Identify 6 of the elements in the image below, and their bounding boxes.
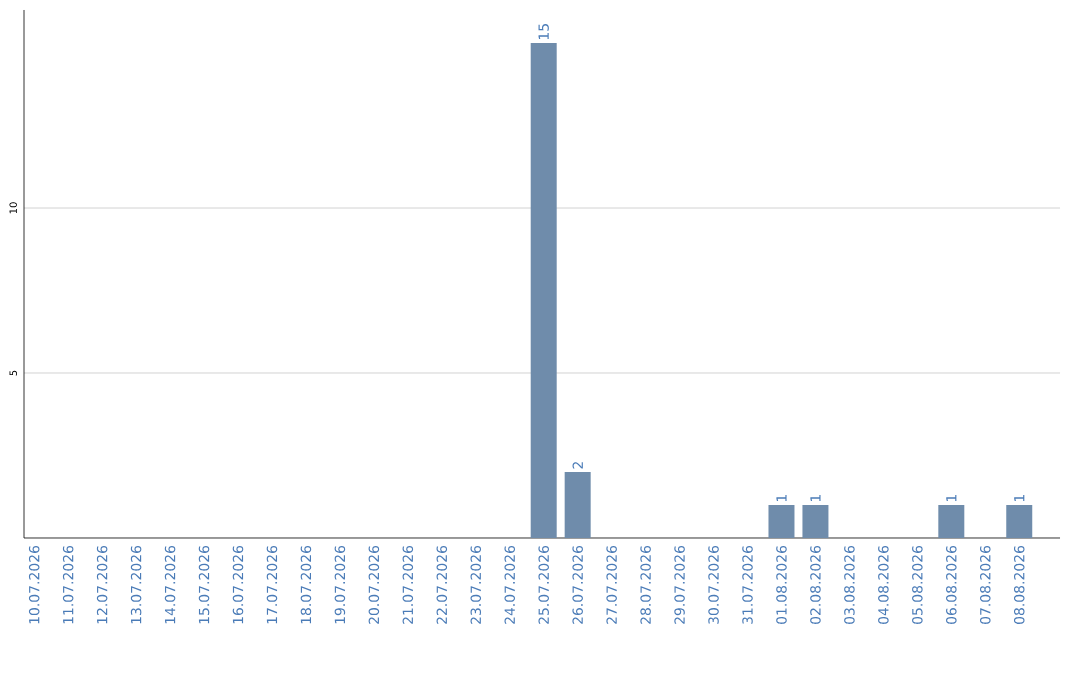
bar [768, 505, 795, 538]
bar [1006, 505, 1033, 538]
bar [938, 505, 965, 538]
bar [802, 505, 829, 538]
bar [530, 42, 557, 538]
bar [564, 472, 591, 538]
